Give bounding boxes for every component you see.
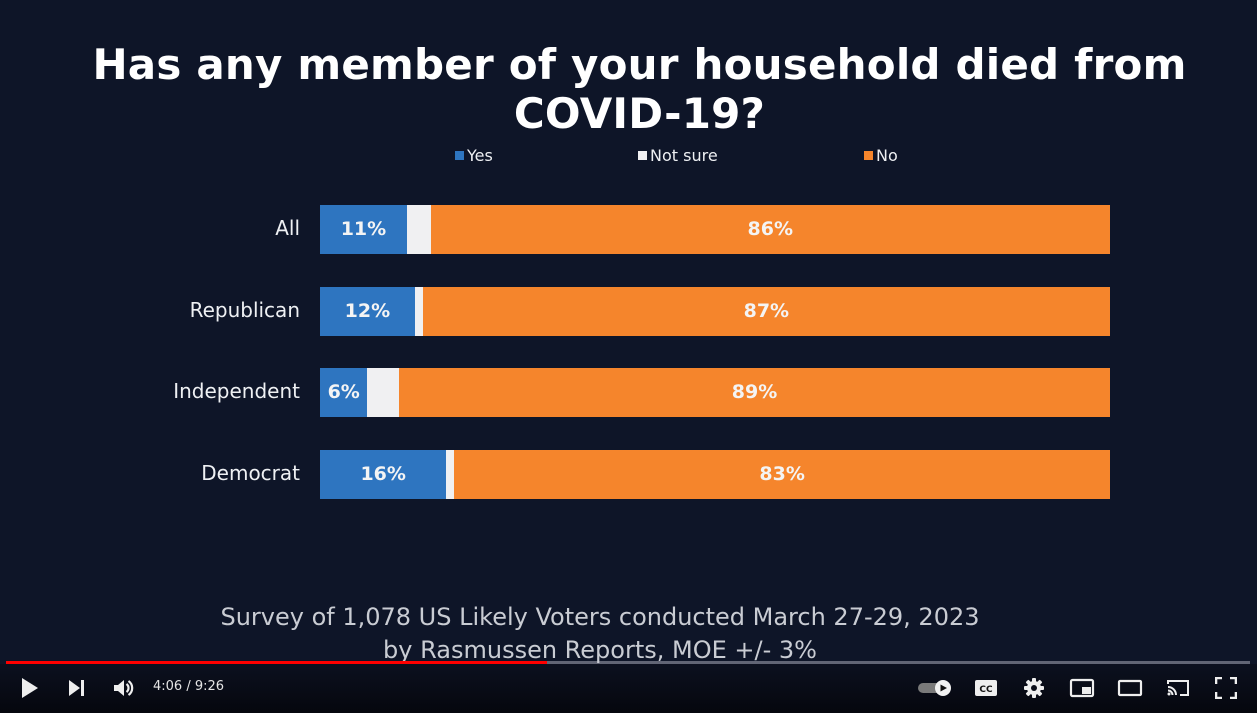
bar-no-republican [422, 286, 1110, 336]
theater-mode-button[interactable] [1117, 676, 1143, 700]
legend-swatch-yes [455, 151, 464, 160]
footnote-line-1: Survey of 1,078 US Likely Voters conduct… [220, 603, 980, 631]
player-controls: 4:06 / 9:26 CC [0, 664, 1257, 713]
fullscreen-icon [1215, 677, 1237, 699]
bar-no-democrat [454, 449, 1110, 499]
bar-not-sure-republican [414, 286, 423, 336]
progress-bar[interactable] [6, 661, 1250, 664]
data-label-no-independent: 89% [731, 381, 778, 403]
settings-button[interactable] [1022, 676, 1046, 700]
theater-mode-icon [1117, 679, 1143, 697]
legend-item-not-sure: Not sure [638, 146, 718, 165]
cast-icon [1167, 680, 1189, 696]
bar-no-independent [399, 368, 1110, 417]
legend-label-not-sure: Not sure [650, 146, 718, 165]
fullscreen-button[interactable] [1214, 676, 1238, 700]
volume-button[interactable] [112, 676, 136, 700]
data-label-yes-all: 11% [340, 218, 387, 240]
chart-legend: Yes Not sure No [0, 146, 1257, 166]
progress-played [6, 661, 548, 664]
bar-not-sure-democrat [446, 449, 455, 499]
play-icon [22, 678, 38, 698]
bar-not-sure-independent [367, 368, 399, 417]
autoplay-toggle-icon [918, 680, 951, 696]
bar-yes-democrat [320, 449, 447, 499]
data-label-yes-independent: 6% [327, 381, 360, 403]
category-label-democrat: Democrat [201, 460, 300, 485]
chart-title: Has any member of your household died fr… [92, 40, 1187, 138]
category-label-all: All [275, 216, 300, 240]
data-label-yes-republican: 12% [344, 299, 391, 322]
legend-item-no: No [864, 146, 898, 165]
miniplayer-icon [1069, 678, 1095, 698]
category-label-republican: Republican [189, 297, 300, 322]
legend-swatch-not-sure [638, 151, 647, 160]
cast-button[interactable] [1165, 676, 1191, 700]
legend-label-yes: Yes [467, 146, 493, 165]
legend-swatch-no [864, 151, 873, 160]
gear-icon [1024, 678, 1044, 698]
svg-text:CC: CC [979, 685, 993, 695]
volume-icon [114, 680, 134, 696]
next-button[interactable] [65, 676, 89, 700]
data-label-no-all: 86% [747, 218, 794, 240]
cc-icon: CC [975, 680, 997, 696]
category-label-independent: Independent [173, 379, 300, 403]
miniplayer-button[interactable] [1069, 676, 1095, 700]
play-button[interactable] [18, 676, 42, 700]
bar-yes-all [320, 205, 407, 254]
autoplay-toggle[interactable] [917, 676, 953, 700]
data-label-no-republican: 87% [743, 299, 790, 322]
captions-button[interactable]: CC [974, 676, 998, 700]
time-display: 4:06 / 9:26 [153, 679, 225, 694]
data-label-yes-democrat: 16% [360, 462, 406, 485]
bar-not-sure-all [406, 205, 431, 254]
legend-item-yes: Yes [455, 146, 493, 165]
data-label-no-democrat: 83% [759, 462, 805, 485]
bar-yes-independent [320, 368, 368, 417]
next-icon [69, 680, 84, 696]
bar-no-all [430, 205, 1110, 254]
bar-yes-republican [320, 286, 415, 336]
legend-label-no: No [876, 146, 898, 165]
footnote-line-2: by Rasmussen Reports, MOE +/- 3% [383, 636, 817, 664]
